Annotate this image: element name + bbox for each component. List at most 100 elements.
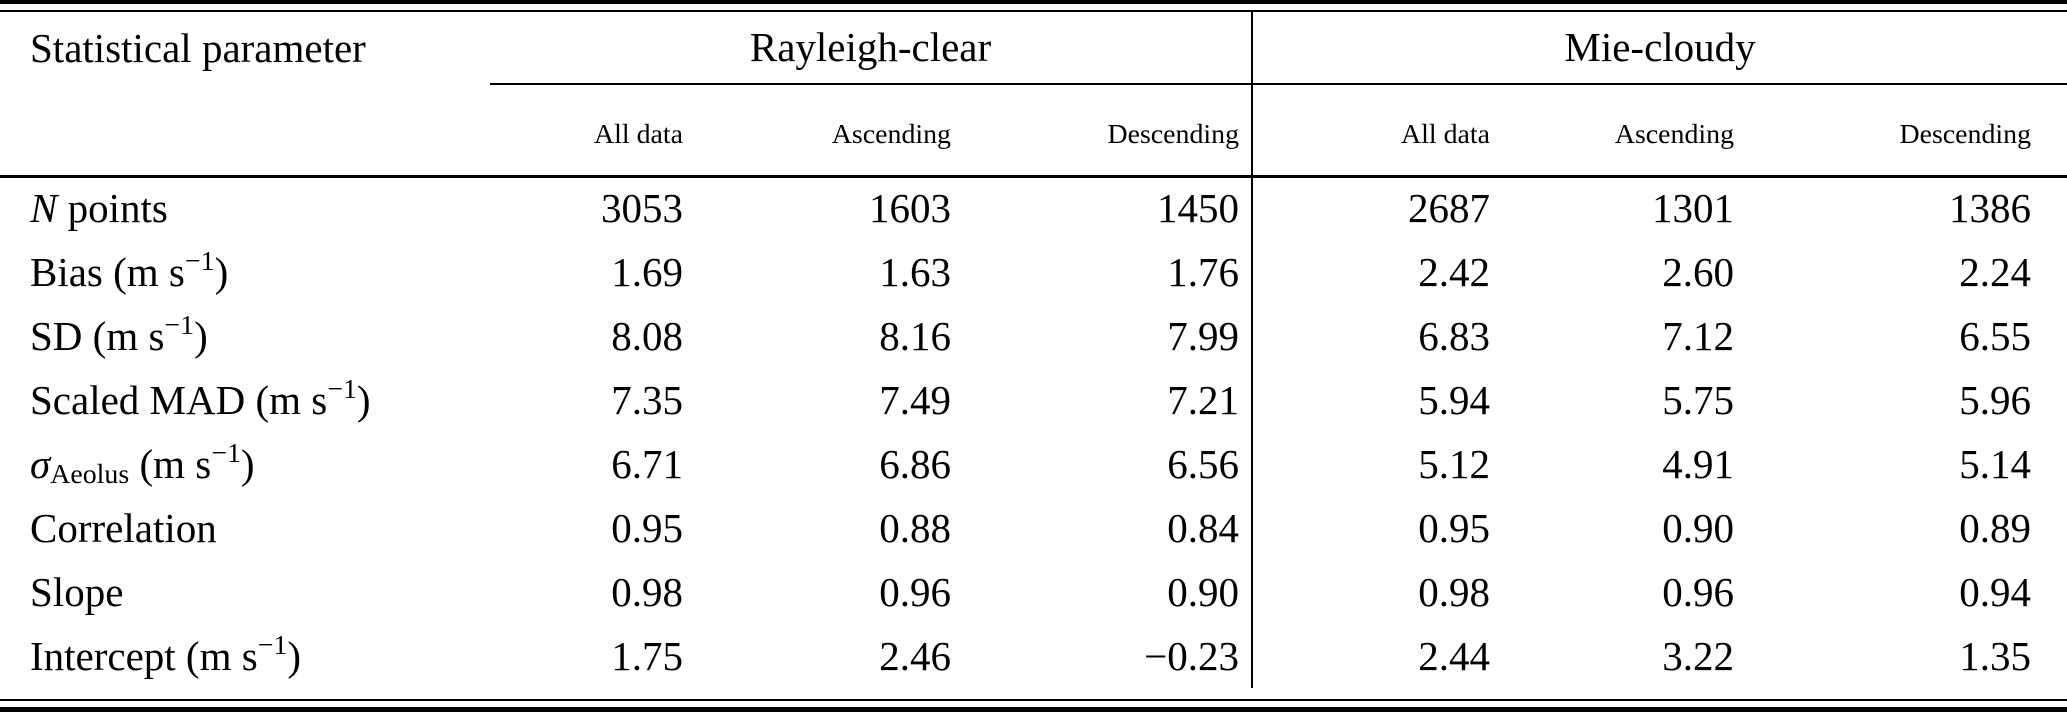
- row-label-text: SD (m s: [30, 312, 165, 359]
- row-label: N points: [0, 176, 490, 240]
- cell-value: 5.75: [1662, 376, 1735, 423]
- cell-value: 2.46: [879, 632, 951, 679]
- cell-value: 2.24: [1959, 248, 2032, 295]
- cell-value: 0.89: [1959, 504, 2032, 551]
- row-label: Correlation: [0, 496, 490, 560]
- row-label-superscript: −1: [164, 310, 195, 342]
- row-label-text: (m s: [129, 440, 212, 487]
- row-label-superscript: −1: [327, 374, 357, 406]
- cell-value: 4.91: [1662, 440, 1735, 487]
- sub-header-row: All data Ascending Descending All data A…: [0, 84, 2067, 183]
- cell-value: 2.44: [1251, 624, 1503, 688]
- cell-value: 1.63: [879, 248, 951, 295]
- row-label: Intercept (m s−1): [0, 624, 490, 688]
- cell-value: 8.16: [879, 312, 951, 359]
- subcol-mie-descending: Descending: [1746, 89, 2067, 183]
- row-label-text: Slope: [30, 568, 124, 615]
- cell-value: 0.98: [611, 568, 683, 615]
- cell-value: 3053: [601, 185, 683, 232]
- cell-value: 6.55: [1959, 312, 2032, 359]
- statistics-table: Statistical parameter Rayleigh-clear Mie…: [0, 12, 2067, 688]
- table-header: Statistical parameter Rayleigh-clear Mie…: [0, 12, 2067, 183]
- cell-value: 0.95: [1251, 496, 1503, 560]
- subcol-mie-ascending: Ascending: [1502, 89, 1747, 183]
- cell-value: 1450: [1157, 185, 1240, 232]
- top-thin-rule: [0, 10, 2067, 12]
- top-thick-rule: [0, 0, 2067, 4]
- cell-value: −0.23: [1144, 632, 1240, 679]
- bottom-thin-rule: [0, 699, 2067, 701]
- cell-value: 0.96: [1662, 568, 1735, 615]
- cell-value: 6.71: [611, 440, 683, 487]
- cell-value: 0.96: [879, 568, 951, 615]
- row-label-tail: ): [287, 632, 302, 679]
- cell-value: 5.94: [1251, 368, 1503, 432]
- row-label-superscript: −1: [211, 438, 241, 470]
- empty-header-cell: [0, 84, 490, 178]
- table-row-scaled-mad: Scaled MAD (m s−1) 7.35 7.49 7.21 5.94 5…: [0, 368, 2067, 432]
- cell-value: 3.22: [1662, 632, 1735, 679]
- cell-value: 0.95: [611, 504, 683, 551]
- row-label-tail: ): [194, 312, 208, 359]
- cell-value: 0.94: [1959, 568, 2032, 615]
- row-label-tail: ): [240, 440, 255, 487]
- row-label-text: Correlation: [30, 504, 217, 551]
- table-row-bias: Bias (m s−1) 1.69 1.63 1.76 2.42 2.60 2.…: [0, 240, 2067, 304]
- bottom-thick-rule: [0, 707, 2067, 712]
- table-row-sigma-aeolus: σAeolus (m s−1) 6.71 6.86 6.56 5.12 4.91…: [0, 432, 2067, 496]
- table-row-intercept: Intercept (m s−1) 1.75 2.46 −0.23 2.44 3…: [0, 624, 2067, 688]
- row-label-text: Bias (m s: [30, 248, 185, 295]
- cell-value: 2.60: [1662, 248, 1735, 295]
- subcol-rayleigh-ascending: Ascending: [695, 89, 963, 183]
- row-label-text: Scaled MAD (m s: [30, 376, 328, 423]
- subcol-mie-alldata: All data: [1251, 89, 1503, 183]
- row-label-text: Intercept (m s: [30, 632, 258, 679]
- cell-value: 0.90: [1167, 568, 1240, 615]
- cell-value: 1.76: [1167, 248, 1240, 295]
- row-label-superscript: −1: [257, 630, 288, 662]
- row-label-tail: ): [356, 376, 371, 423]
- row-label: SD (m s−1): [0, 304, 490, 368]
- cell-value: 1603: [869, 185, 951, 232]
- row-label-italic: σ: [30, 440, 51, 487]
- cell-value: 7.12: [1662, 312, 1735, 359]
- cell-value: 1301: [1652, 185, 1735, 232]
- row-label-text: points: [57, 185, 168, 232]
- row-label-tail: ): [214, 248, 229, 295]
- row-label-subscript: Aeolus: [50, 458, 130, 490]
- table-row-correlation: Correlation 0.95 0.88 0.84 0.95 0.90 0.8…: [0, 496, 2067, 560]
- cell-value: 1.69: [611, 248, 683, 295]
- group-header-mie: Mie-cloudy: [1251, 12, 2067, 85]
- cell-value: 1386: [1949, 185, 2032, 232]
- cell-value: 6.86: [879, 440, 951, 487]
- row-label: Bias (m s−1): [0, 240, 490, 304]
- cell-value: 6.56: [1167, 440, 1240, 487]
- table-row-slope: Slope 0.98 0.96 0.90 0.98 0.96 0.94: [0, 560, 2067, 624]
- cell-value: 7.21: [1167, 376, 1240, 423]
- cell-value: 6.83: [1251, 304, 1503, 368]
- cell-value: 7.35: [611, 376, 683, 423]
- cell-value: 2687: [1251, 176, 1503, 240]
- cell-value: 5.12: [1251, 432, 1503, 496]
- cell-value: 7.99: [1167, 312, 1240, 359]
- cell-value: 0.88: [879, 504, 951, 551]
- cell-value: 1.35: [1959, 632, 2032, 679]
- row-label: σAeolus (m s−1): [0, 432, 490, 496]
- table-body: N points 3053 1603 1450 2687 1301 1386 B…: [0, 176, 2067, 688]
- row-label: Scaled MAD (m s−1): [0, 368, 490, 432]
- subcol-rayleigh-descending: Descending: [963, 89, 1253, 183]
- row-label-superscript: −1: [184, 246, 215, 278]
- cell-value: 7.49: [879, 376, 951, 423]
- cell-value: 2.42: [1251, 240, 1503, 304]
- col1-header: Statistical parameter: [30, 24, 366, 71]
- subcol-rayleigh-alldata: All data: [490, 89, 695, 183]
- cell-value: 0.90: [1662, 504, 1735, 551]
- group-header-row: Statistical parameter Rayleigh-clear Mie…: [0, 12, 2067, 85]
- group-header-rayleigh: Rayleigh-clear: [490, 12, 1253, 85]
- table-row-n-points: N points 3053 1603 1450 2687 1301 1386: [0, 176, 2067, 240]
- cell-value: 5.96: [1959, 376, 2032, 423]
- cell-value: 8.08: [611, 312, 683, 359]
- row-label: Slope: [0, 560, 490, 624]
- cell-value: 1.75: [611, 632, 683, 679]
